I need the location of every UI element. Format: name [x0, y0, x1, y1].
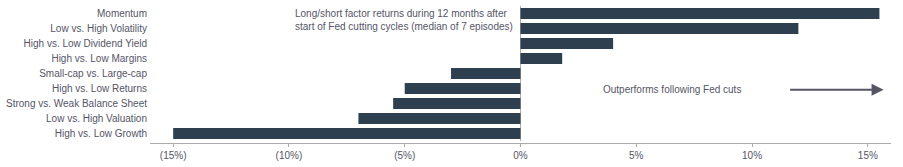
svg-text:0%: 0% — [513, 150, 528, 161]
svg-text:Long/short factor returns duri: Long/short factor returns during 12 mont… — [295, 8, 513, 32]
svg-text:Outperforms following Fed cuts: Outperforms following Fed cuts — [603, 84, 741, 95]
svg-text:(5%): (5%) — [394, 150, 415, 161]
svg-text:Low vs. High Volatility: Low vs. High Volatility — [50, 23, 147, 34]
svg-text:15%: 15% — [858, 150, 878, 161]
svg-text:Low vs. High Valuation: Low vs. High Valuation — [46, 113, 147, 124]
svg-text:Strong vs. Weak Balance Sheet: Strong vs. Weak Balance Sheet — [6, 98, 147, 109]
svg-text:10%: 10% — [742, 150, 762, 161]
svg-text:Small-cap vs. Large-cap: Small-cap vs. Large-cap — [39, 68, 147, 79]
svg-text:(10%): (10%) — [276, 150, 303, 161]
svg-text:High vs. Low Margins: High vs. Low Margins — [51, 53, 147, 64]
svg-text:High vs. Low Returns: High vs. Low Returns — [52, 83, 147, 94]
svg-text:High vs. Low Dividend Yield: High vs. Low Dividend Yield — [24, 38, 147, 49]
svg-text:Momentum: Momentum — [97, 8, 147, 19]
svg-text:High vs. Low Growth: High vs. Low Growth — [55, 128, 147, 139]
svg-text:(15%): (15%) — [160, 150, 187, 161]
svg-text:5%: 5% — [629, 150, 644, 161]
